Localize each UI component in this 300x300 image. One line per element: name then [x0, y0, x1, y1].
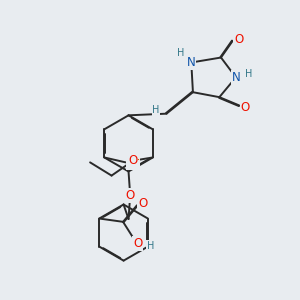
Text: H: H — [245, 69, 253, 79]
Text: O: O — [128, 154, 138, 167]
Text: H: H — [177, 48, 184, 58]
Text: H: H — [147, 241, 154, 251]
Text: H: H — [152, 105, 160, 116]
Text: O: O — [126, 189, 135, 202]
Text: O: O — [138, 197, 148, 210]
Text: N: N — [187, 56, 196, 69]
Text: Br: Br — [126, 156, 140, 169]
Text: O: O — [241, 100, 250, 114]
Text: O: O — [133, 237, 142, 250]
Text: N: N — [232, 71, 240, 84]
Text: O: O — [234, 33, 243, 46]
